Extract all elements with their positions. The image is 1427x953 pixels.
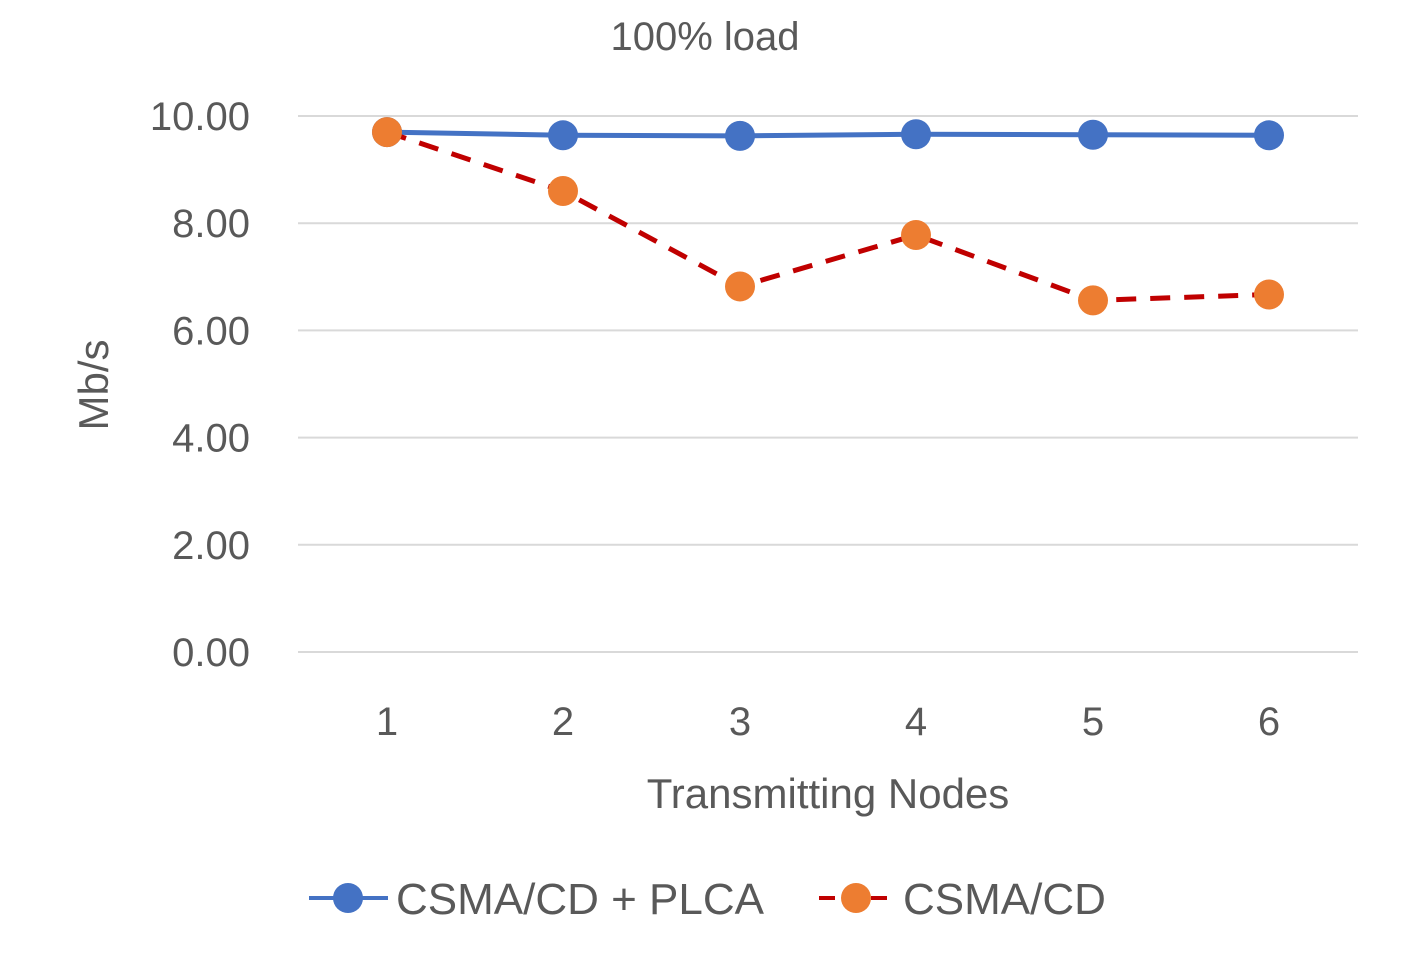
legend-item-csma-cd-plca: CSMA/CD + PLCA [309,875,765,924]
y-axis-ticks: 0.00 2.00 4.00 6.00 8.00 10.00 [150,95,250,675]
series-line-0 [386,129,1270,139]
series-1 [372,117,1284,316]
series-1-point-3 [725,271,755,302]
legend-label-csma-cd-plca: CSMA/CD + PLCA [396,875,765,924]
x-tick-label-6: 6 [1258,700,1280,744]
series-0-point-6 [1254,120,1284,151]
y-tick-label-4: 8.00 [172,202,250,246]
y-tick-label-2: 4.00 [172,417,250,461]
y-axis-label: Mb/s [70,339,117,430]
series-0-point-4 [901,119,931,150]
series-0-point-5 [1078,119,1108,150]
series-1-point-2 [548,176,578,207]
series-0-point-3 [725,120,755,151]
series-1-point-6 [1254,279,1284,310]
series-0 [372,117,1284,151]
legend-item-csma-cd: CSMA/CD [819,875,1106,924]
x-tick-label-3: 3 [729,700,751,744]
y-tick-label-1: 2.00 [172,524,250,568]
x-axis-ticks: 1 2 3 4 5 6 [376,700,1280,744]
series-1-point-4 [901,219,931,250]
legend-marker-csma-cd [841,883,871,913]
legend-label-csma-cd: CSMA/CD [903,875,1106,924]
series-1-point-5 [1078,285,1108,316]
legend: CSMA/CD + PLCA CSMA/CD [309,875,1106,924]
x-tick-label-4: 4 [905,700,927,744]
gridlines [298,115,1358,653]
x-tick-label-1: 1 [376,700,398,744]
legend-marker-csma-cd-plca [333,883,363,913]
chart-title: 100% load [610,15,799,59]
x-tick-label-2: 2 [552,700,574,744]
y-tick-label-0: 0.00 [172,631,250,675]
x-tick-label-5: 5 [1082,700,1104,744]
series-line-1 [386,129,1270,303]
series-0-point-2 [548,120,578,151]
y-tick-label-5: 10.00 [150,95,250,139]
series-1-point-1 [372,117,402,148]
y-tick-label-3: 6.00 [172,309,250,353]
series-group [372,117,1284,316]
x-axis-label: Transmitting Nodes [647,770,1010,817]
